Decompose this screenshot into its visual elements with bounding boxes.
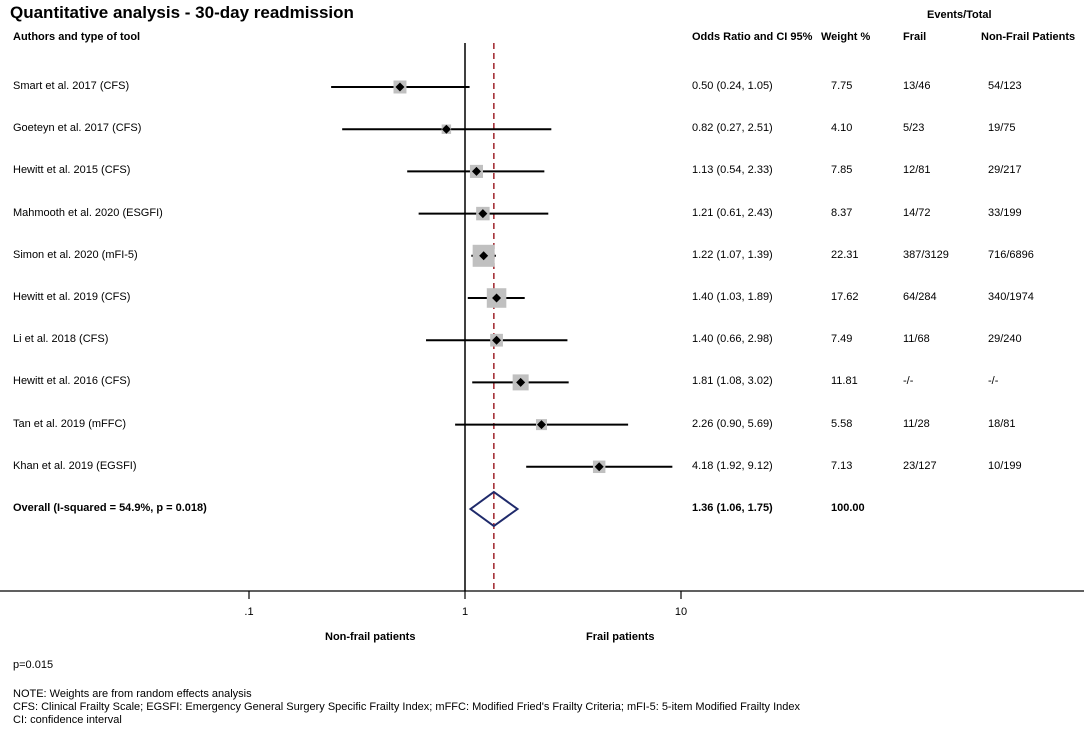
overall-weight: 100.00 [831,502,865,514]
header-frail: Frail [903,31,927,43]
point-estimate [395,82,405,92]
study-label: Simon et al. 2020 (mFI-5) [13,248,138,261]
left-axis-label: Non-frail patients [325,631,416,643]
study-label: Hewitt et al. 2015 (CFS) [13,164,131,177]
header-nonfrail: Non-Frail Patients [981,31,1076,43]
footnote-abbreviations: CFS: Clinical Frailty Scale; EGSFI: Emer… [13,701,800,713]
study-or-ci: 1.81 (1.08, 3.02) [692,375,773,388]
study-weight: 7.49 [831,333,853,346]
x-tick-label: 1 [461,606,469,618]
point-estimate [478,209,488,219]
study-nonfrail-events: 340/1974 [988,291,1034,303]
study-weight: 4.10 [831,122,853,135]
study-frail-events: -/- [903,375,914,388]
study-frail-events: 13/46 [903,80,931,92]
footnote-ci: CI: confidence interval [13,714,122,726]
study-or-ci: 0.50 (0.24, 1.05) [692,80,773,92]
study-frail-events: 14/72 [903,206,931,219]
header-or-ci: Odds Ratio and CI 95% [692,31,813,43]
x-tick-label: 10 [674,606,688,618]
study-weight: 11.81 [831,375,858,388]
overall-diamond [468,490,520,528]
study-or-ci: 1.40 (1.03, 1.89) [692,291,773,303]
p-value: p=0.015 [13,659,54,671]
overall-label: Overall (I-squared = 54.9%, p = 0.018) [13,502,207,514]
study-nonfrail-events: -/- [988,375,999,388]
study-nonfrail-events: 29/240 [988,333,1022,346]
study-or-ci: 2.26 (0.90, 5.69) [692,417,773,430]
study-weight: 5.58 [831,417,853,430]
overall-or-ci: 1.36 (1.06, 1.75) [692,502,773,514]
point-estimate [492,293,502,303]
study-label: Goeteyn et al. 2017 (CFS) [13,122,142,135]
header-events-total: Events/Total [927,9,992,21]
study-label: Tan et al. 2019 (mFFC) [13,417,127,430]
study-label: Hewitt et al. 2016 (CFS) [13,375,131,388]
study-or-ci: 1.21 (0.61, 2.43) [692,206,773,219]
point-estimate [441,124,451,134]
study-nonfrail-events: 10/199 [988,459,1022,472]
study-label: Li et al. 2018 (CFS) [13,333,109,346]
point-estimate [536,420,546,430]
header-study: Authors and type of tool [13,31,141,43]
study-nonfrail-events: 33/199 [988,206,1022,219]
study-weight: 17.62 [831,291,859,303]
point-estimate [516,377,526,387]
point-estimate [479,251,489,261]
study-nonfrail-events: 29/217 [988,164,1022,177]
study-nonfrail-events: 54/123 [988,80,1022,92]
study-weight: 7.85 [831,164,853,177]
study-weight: 22.31 [831,248,859,261]
study-label: Khan et al. 2019 (EGSFI) [13,459,137,472]
point-estimate [594,462,604,472]
study-frail-events: 11/28 [903,417,930,430]
study-nonfrail-events: 716/6896 [988,248,1034,261]
study-frail-events: 64/284 [903,291,937,303]
study-frail-events: 5/23 [903,122,925,135]
study-weight: 8.37 [831,206,853,219]
study-label: Smart et al. 2017 (CFS) [13,80,130,92]
x-tick-label: .1 [244,606,254,618]
study-or-ci: 1.22 (1.07, 1.39) [692,248,773,261]
study-or-ci: 0.82 (0.27, 2.51) [692,122,773,135]
study-frail-events: 23/127 [903,459,937,472]
study-frail-events: 11/68 [903,333,930,346]
footnote-weights: NOTE: Weights are from random effects an… [13,688,252,700]
chart-title: Quantitative analysis - 30-day readmissi… [10,3,354,22]
study-frail-events: 387/3129 [903,248,949,261]
study-weight: 7.75 [831,80,853,92]
study-label: Hewitt et al. 2019 (CFS) [13,291,131,303]
study-or-ci: 1.13 (0.54, 2.33) [692,164,773,177]
study-weight: 7.13 [831,459,853,472]
point-estimate [471,166,481,176]
study-nonfrail-events: 19/75 [988,122,1016,135]
study-label: Mahmooth et al. 2020 (ESGFI) [13,206,163,219]
right-axis-label: Frail patients [586,631,655,643]
point-estimate [492,335,502,345]
study-or-ci: 4.18 (1.92, 9.12) [692,459,773,472]
study-or-ci: 1.40 (0.66, 2.98) [692,333,773,346]
study-nonfrail-events: 18/81 [988,417,1016,430]
header-weight: Weight % [821,31,871,43]
study-frail-events: 12/81 [903,164,931,177]
